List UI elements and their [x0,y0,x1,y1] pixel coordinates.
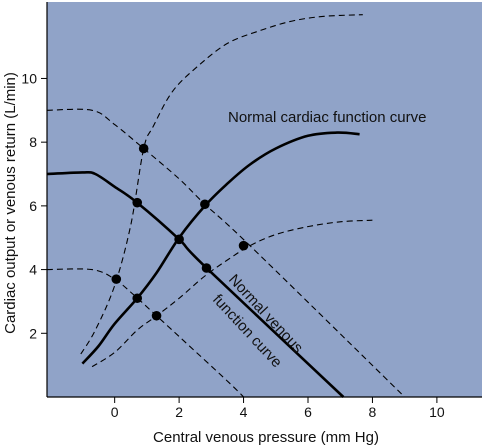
dashed-curve-line-3 [91,219,373,368]
x-tick-label: 8 [369,404,377,420]
dashed-curve-line-2 [80,14,363,355]
intersection-point-1 [138,143,149,154]
y-axis-title: Cardiac output or venous return (L/min) [2,72,19,334]
intersection-point-4 [174,234,184,245]
x-tick-label: 0 [111,404,119,420]
y-tick-label: 4 [29,262,37,278]
cardiac-curve-label: Normal cardiac function curve [228,109,426,126]
x-tick-label: 2 [175,404,183,420]
intersection-point-9 [151,310,162,321]
plot-area [47,2,482,397]
intersection-point-3 [200,199,210,210]
y-tick-label: 8 [29,134,37,150]
intersection-point-2 [132,197,143,208]
y-tick-label: 6 [29,198,37,214]
intersection-point-7 [201,263,212,273]
marker-layer [111,143,249,321]
intersection-point-8 [132,293,143,304]
x-tick-label: 4 [240,404,248,420]
dashed-curve-line-4 [46,108,406,398]
x-axis-title: Central venous pressure (mm Hg) [153,429,379,446]
y-tick-label: 10 [21,70,37,86]
intersection-point-6 [111,274,122,284]
x-tick-label: 6 [304,404,312,420]
dashed-curve-line-5 [46,268,244,398]
intersection-point-5 [238,240,249,251]
tick-layer: 0 2 4 6 8 10 2 4 6 8 10 [21,70,444,420]
y-tick-label: 2 [29,325,37,341]
x-tick-label: 10 [429,404,445,420]
